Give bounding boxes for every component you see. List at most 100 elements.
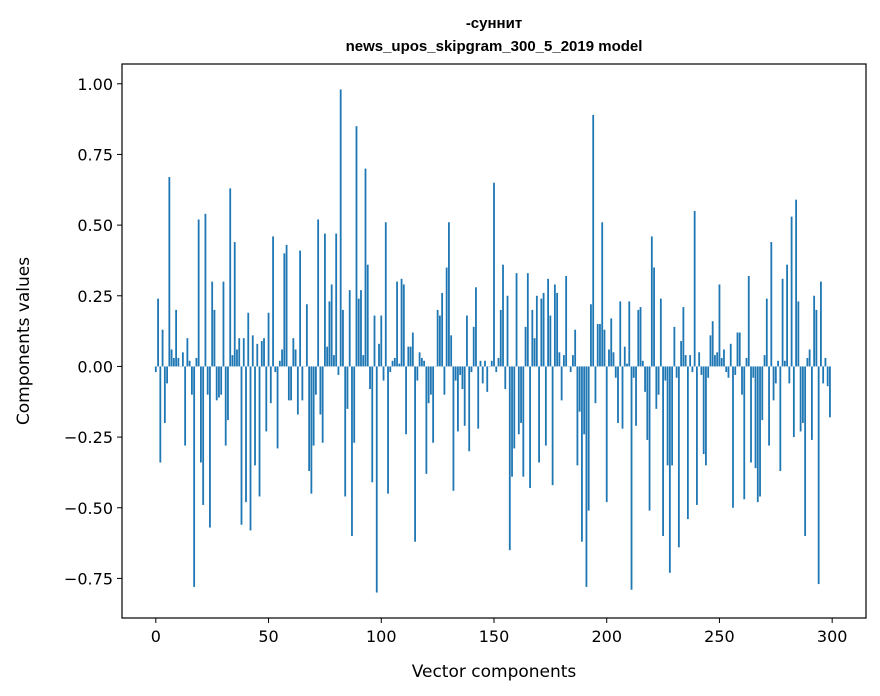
bar-125	[436, 309, 439, 367]
bar-139	[468, 366, 471, 452]
bar-58	[285, 244, 288, 367]
bar-265	[752, 366, 755, 378]
bar-116	[416, 366, 419, 381]
bar-79	[333, 355, 335, 367]
bar-162	[520, 366, 522, 423]
bar-126	[438, 315, 441, 367]
bar-149	[490, 360, 493, 367]
bar-220	[650, 236, 653, 367]
bar-117	[418, 352, 421, 367]
bar-211	[630, 366, 633, 590]
bar-7	[170, 349, 173, 367]
bar-76	[326, 346, 329, 367]
bar-288	[804, 366, 807, 537]
bar-123	[432, 366, 435, 443]
bar-29	[220, 366, 223, 395]
bar-37	[238, 338, 241, 367]
bar-235	[684, 355, 687, 367]
bar-39	[242, 338, 245, 367]
bar-244	[705, 366, 707, 466]
bar-49	[265, 366, 268, 432]
bar-246	[709, 335, 712, 367]
bar-177	[553, 284, 556, 367]
bar-175	[549, 315, 552, 367]
bar-296	[822, 366, 825, 384]
bar-153	[499, 309, 502, 367]
bar-234	[682, 307, 685, 367]
bar-292	[813, 295, 816, 367]
x-tick-label: 150	[479, 627, 510, 646]
bar-189	[581, 366, 583, 542]
bar-287	[801, 366, 804, 423]
bar-223	[657, 366, 660, 395]
bar-19	[197, 219, 200, 367]
bar-65	[301, 366, 304, 401]
bar-215	[639, 307, 642, 367]
bar-118	[420, 357, 423, 367]
bar-128	[443, 366, 446, 395]
bar-165	[526, 273, 529, 367]
x-axis-label: Vector components	[412, 662, 577, 682]
bar-166	[529, 366, 531, 488]
bar-69	[310, 366, 313, 494]
bar-32	[227, 366, 229, 421]
bar-107	[396, 281, 398, 367]
bar-70	[312, 366, 315, 446]
bar-80	[335, 233, 338, 367]
bar-174	[547, 278, 550, 367]
bar-214	[637, 309, 640, 367]
bar-13	[184, 366, 187, 446]
bar-28	[218, 366, 220, 398]
bar-188	[578, 366, 581, 412]
bar-299	[829, 366, 831, 418]
bar-170	[538, 366, 540, 463]
bar-191	[585, 366, 588, 587]
bar-154	[502, 264, 504, 367]
bar-290	[808, 349, 811, 367]
bar-81	[337, 366, 340, 375]
bar-206	[619, 301, 622, 367]
bar-84	[344, 366, 347, 497]
bar-239	[693, 210, 696, 367]
bar-241	[698, 352, 701, 367]
bar-226	[664, 366, 667, 381]
bar-30	[222, 281, 225, 367]
bar-264	[750, 366, 752, 463]
bar-209	[626, 363, 628, 367]
bar-227	[666, 366, 669, 466]
bar-242	[700, 366, 703, 375]
bar-16	[190, 366, 193, 395]
bar-219	[648, 366, 651, 511]
y-tick-label: 0.25	[77, 287, 113, 306]
bar-202	[610, 318, 613, 367]
bar-280	[786, 264, 788, 367]
bar-187	[576, 366, 579, 466]
bar-195	[594, 366, 597, 404]
bar-54	[276, 366, 279, 449]
bar-182	[565, 275, 568, 367]
bar-110	[402, 284, 405, 367]
bar-192	[587, 366, 590, 511]
bar-179	[558, 352, 561, 367]
y-tick-label: −0.25	[64, 428, 113, 447]
bar-169	[535, 295, 538, 367]
bar-216	[641, 360, 644, 367]
bar-127	[441, 292, 444, 367]
bar-213	[635, 366, 637, 426]
bar-74	[321, 366, 324, 443]
bar-283	[792, 366, 795, 438]
bar-157	[508, 366, 511, 551]
y-tick-label: 0.75	[77, 145, 113, 164]
bar-222	[655, 366, 658, 409]
bars-group	[154, 89, 831, 593]
bar-62	[294, 349, 297, 367]
bar-190	[583, 366, 586, 435]
bar-5	[166, 366, 168, 384]
bar-263	[747, 275, 750, 367]
bar-178	[556, 292, 559, 367]
bar-180	[560, 366, 563, 401]
bar-56	[281, 349, 283, 367]
bar-273	[770, 242, 773, 367]
bar-6	[168, 177, 171, 367]
bar-267	[756, 366, 759, 503]
